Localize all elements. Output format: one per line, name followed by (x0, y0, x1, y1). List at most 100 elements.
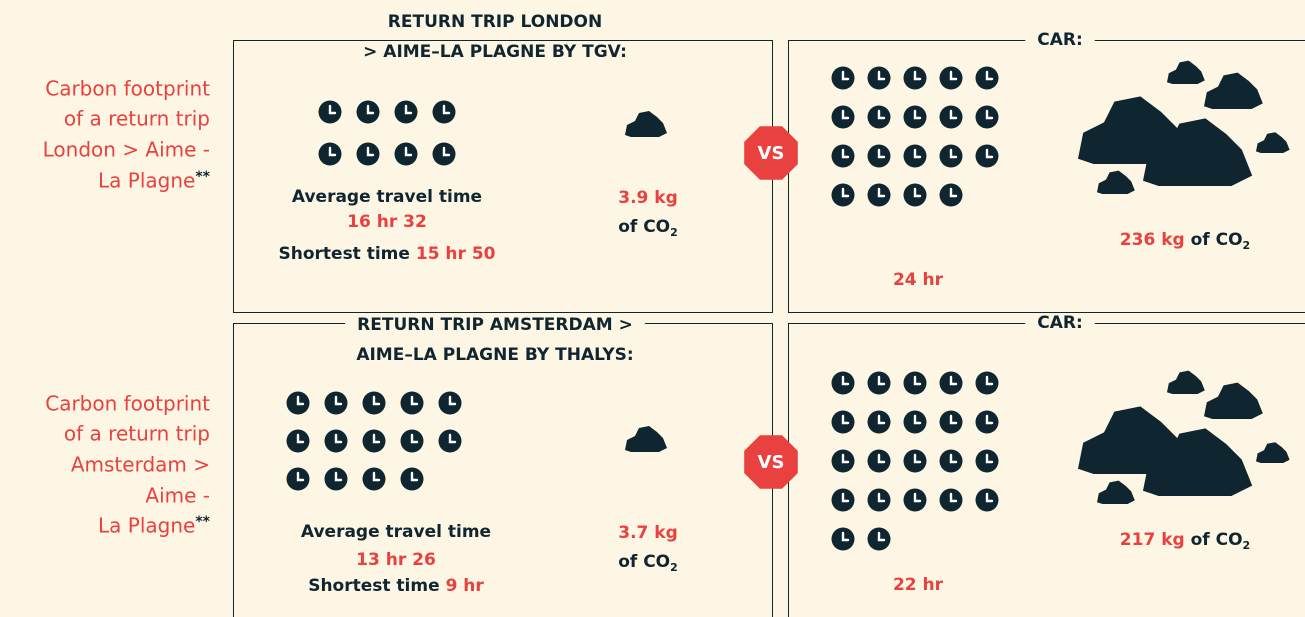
clock-icon (976, 145, 999, 168)
side-label: Carbon footprint (45, 77, 210, 101)
clock-icon (363, 468, 386, 491)
avg-value: 13 hr 26 (356, 550, 436, 570)
clock-icon (940, 372, 963, 395)
cloud-icon (1204, 383, 1263, 419)
clock-icon (976, 411, 999, 434)
clock-icon (433, 101, 456, 124)
clock-icon (940, 489, 963, 512)
car-time: 22 hr (893, 575, 944, 595)
clock-icon (832, 184, 855, 207)
side-label: London > Aime - (43, 138, 210, 162)
clock-icon (940, 450, 963, 473)
clock-icon (976, 450, 999, 473)
clock-icon (868, 106, 891, 129)
avg-value: 16 hr 32 (347, 212, 427, 232)
avg-label: Average travel time (292, 187, 482, 207)
clock-icon (439, 392, 462, 415)
clock-icon (287, 430, 310, 453)
car-co2-subscript: 2 (1243, 539, 1251, 552)
clock-icon (904, 372, 927, 395)
clock-icon (976, 67, 999, 90)
clock-icon (325, 392, 348, 415)
clock-icon (904, 489, 927, 512)
clock-icon (287, 468, 310, 491)
footnote-mark: ** (195, 169, 210, 185)
clock-icon (868, 184, 891, 207)
clock-icon (904, 67, 927, 90)
cloud-icon (1167, 371, 1205, 394)
clock-icon (976, 489, 999, 512)
side-label: Amsterdam > (71, 453, 210, 477)
co2-unit: of CO2 (618, 552, 678, 574)
footnote-mark: ** (195, 514, 210, 530)
vs-text: VS (758, 452, 785, 473)
clock-icon (832, 67, 855, 90)
infographic: Carbon footprint of a return trip London >… (0, 0, 1305, 617)
clock-icon (439, 430, 462, 453)
clock-icon (363, 430, 386, 453)
clock-icon (940, 184, 963, 207)
clock-icon (363, 392, 386, 415)
car-co2: 217 kg of CO2 (1120, 530, 1250, 552)
clock-icon (433, 143, 456, 166)
clock-icon (904, 106, 927, 129)
shortest-line: Shortest time 9 hr (308, 576, 484, 596)
shortest-label: Shortest time (308, 576, 439, 596)
clock-icon (832, 489, 855, 512)
clock-icon (832, 106, 855, 129)
clock-icon (868, 450, 891, 473)
clock-icon (832, 372, 855, 395)
co2-value: 3.9 kg (618, 188, 678, 208)
clock-icon (868, 67, 891, 90)
clock-icon (319, 101, 342, 124)
clock-icon (940, 106, 963, 129)
car-co2-unit: of CO (1191, 530, 1243, 550)
avg-label: Average travel time (301, 522, 491, 542)
clock-icon (868, 372, 891, 395)
clock-icon (904, 450, 927, 473)
panel-title: CAR: (1037, 313, 1083, 333)
clock-icon (904, 145, 927, 168)
clock-icon (395, 143, 418, 166)
panel-title: RETURN TRIP AMSTERDAM > (357, 315, 633, 335)
cloud-icon (625, 426, 667, 452)
clock-icon (832, 411, 855, 434)
clock-icon (904, 411, 927, 434)
side-label: La Plagne** (98, 169, 211, 193)
cloud-icon (1097, 171, 1135, 194)
cloud-icon (1167, 61, 1205, 84)
clock-icon (395, 101, 418, 124)
train-panel (234, 324, 773, 617)
side-label: Aime - (145, 484, 210, 508)
clock-icon (940, 145, 963, 168)
clock-icon (832, 450, 855, 473)
car-co2-subscript: 2 (1243, 239, 1251, 252)
clock-icon (401, 430, 424, 453)
clock-icon (401, 392, 424, 415)
cloud-icon (1097, 481, 1135, 504)
panel-title: RETURN TRIP LONDON (388, 12, 602, 32)
clock-icon (319, 143, 342, 166)
shortest-value: 9 hr (446, 576, 485, 596)
car-co2-value: 217 kg (1120, 530, 1185, 550)
clock-icon (940, 67, 963, 90)
clock-icon (287, 392, 310, 415)
cloud-icon (1256, 442, 1290, 463)
clock-icon (357, 101, 380, 124)
clock-icon (904, 184, 927, 207)
co2-unit: of CO2 (618, 217, 678, 239)
side-label: of a return trip (64, 107, 210, 131)
clock-icon (868, 528, 891, 551)
panel-title: CAR: (1037, 30, 1083, 50)
page: {"rows": [ {"side_label": {"lines": ["Ca… (0, 0, 1305, 617)
vs-text: VS (758, 143, 785, 164)
clock-icon (832, 528, 855, 551)
panel-title: AIME–LA PLAGNE BY THALYS: (356, 345, 633, 365)
side-label: La Plagne** (98, 514, 211, 538)
cloud-icon (1256, 132, 1290, 153)
side-label: of a return trip (64, 422, 210, 446)
panel-title: > AIME–LA PLAGNE BY TGV: (363, 42, 627, 62)
cloud-icon (625, 111, 667, 137)
co2-subscript: 2 (670, 561, 678, 574)
clock-icon (357, 143, 380, 166)
